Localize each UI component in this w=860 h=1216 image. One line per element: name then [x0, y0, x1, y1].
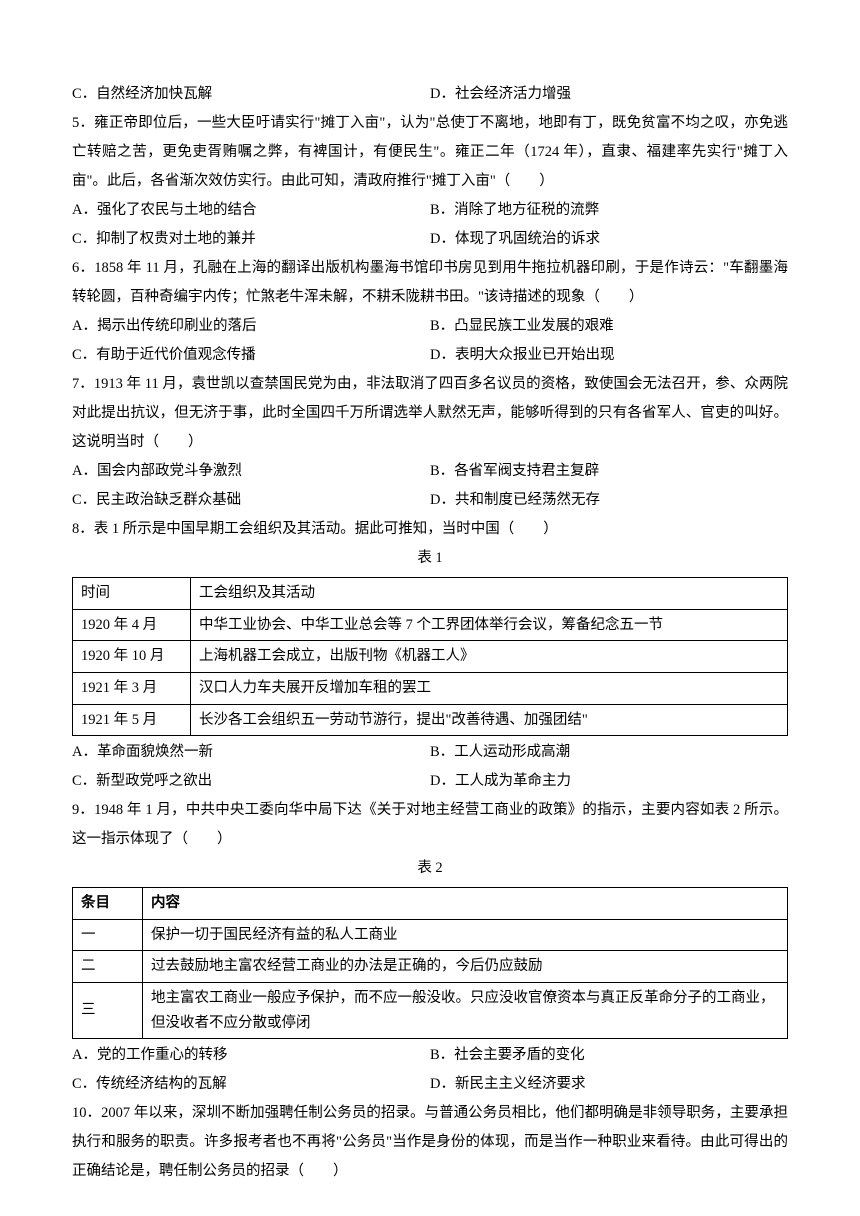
q6-options: A．揭示出传统印刷业的落后 B．凸显民族工业发展的艰难 C．有助于近代价值观念传… [72, 312, 788, 370]
q8-option-c: C．新型政党呼之欲出 [72, 767, 430, 796]
q7-option-a: A．国会内部政党斗争激烈 [72, 457, 430, 486]
q9-option-c: C．传统经济结构的瓦解 [72, 1070, 430, 1099]
q8-r1-c2: 中华工业协会、中华工业总会等 7 个工界团体举行会议，筹备纪念五一节 [191, 609, 788, 641]
q6-option-d: D．表明大众报业已开始出现 [430, 341, 788, 370]
q9-table: 条目 内容 一 保护一切于国民经济有益的私人工商业 二 过去鼓励地主富农经营工商… [72, 887, 788, 1039]
q8-th-time: 时间 [73, 578, 191, 610]
q9-stem: 9．1948 年 1 月，中共中央工委向华中局下达《关于对地主经营工商业的政策》… [72, 796, 788, 854]
q7-option-b: B．各省军阀支持君主复辟 [430, 457, 788, 486]
q4-option-d: D．社会经济活力增强 [430, 80, 788, 109]
q9-r1-c1: 一 [73, 919, 143, 951]
q9-r3-c1: 三 [73, 983, 143, 1039]
q7-option-d: D．共和制度已经荡然无存 [430, 486, 788, 515]
q8-r4-c2: 长沙各工会组织五一劳动节游行，提出"改善待遇、加强团结" [191, 704, 788, 736]
q6-option-c: C．有助于近代价值观念传播 [72, 341, 430, 370]
q8-r2-c2: 上海机器工会成立，出版刊物《机器工人》 [191, 641, 788, 673]
table-row: 1920 年 4 月 中华工业协会、中华工业总会等 7 个工界团体举行会议，筹备… [73, 609, 788, 641]
q9-option-b: B．社会主要矛盾的变化 [430, 1041, 788, 1070]
q10-stem: 10．2007 年以来，深圳不断加强聘任制公务员的招录。与普通公务员相比，他们都… [72, 1099, 788, 1186]
q8-option-b: B．工人运动形成高潮 [430, 738, 788, 767]
table-row: 1921 年 5 月 长沙各工会组织五一劳动节游行，提出"改善待遇、加强团结" [73, 704, 788, 736]
table-row: 三 地主富农工商业一般应予保护，而不应一般没收。只应没收官僚资本与真正反革命分子… [73, 983, 788, 1039]
q9-r3-c2: 地主富农工商业一般应予保护，而不应一般没收。只应没收官僚资本与真正反革命分子的工… [143, 983, 788, 1039]
q6-stem: 6．1858 年 11 月，孔融在上海的翻译出版机构墨海书馆印书房见到用牛拖拉机… [72, 254, 788, 312]
q9-r2-c2: 过去鼓励地主富农经营工商业的办法是正确的，今后仍应鼓励 [143, 951, 788, 983]
q8-r2-c1: 1920 年 10 月 [73, 641, 191, 673]
q9-r1-c2: 保护一切于国民经济有益的私人工商业 [143, 919, 788, 951]
q8-option-a: A．革命面貌焕然一新 [72, 738, 430, 767]
q6-option-b: B．凸显民族工业发展的艰难 [430, 312, 788, 341]
q8-r4-c1: 1921 年 5 月 [73, 704, 191, 736]
q4-option-c: C．自然经济加快瓦解 [72, 80, 430, 109]
q9-options: A．党的工作重心的转移 B．社会主要矛盾的变化 C．传统经济结构的瓦解 D．新民… [72, 1041, 788, 1099]
q9-table-caption: 表 2 [72, 854, 788, 883]
q8-options: A．革命面貌焕然一新 B．工人运动形成高潮 C．新型政党呼之欲出 D．工人成为革… [72, 738, 788, 796]
q9-option-d: D．新民主主义经济要求 [430, 1070, 788, 1099]
q7-options: A．国会内部政党斗争激烈 B．各省军阀支持君主复辟 C．民主政治缺乏群众基础 D… [72, 457, 788, 515]
q9-r2-c1: 二 [73, 951, 143, 983]
q5-option-d: D．体现了巩固统治的诉求 [430, 225, 788, 254]
q6-option-a: A．揭示出传统印刷业的落后 [72, 312, 430, 341]
q7-option-c: C．民主政治缺乏群众基础 [72, 486, 430, 515]
q5-option-a: A．强化了农民与土地的结合 [72, 196, 430, 225]
table-row: 一 保护一切于国民经济有益的私人工商业 [73, 919, 788, 951]
q4-options-partial: C．自然经济加快瓦解 D．社会经济活力增强 [72, 80, 788, 109]
q8-r3-c1: 1921 年 3 月 [73, 672, 191, 704]
q8-th-activity: 工会组织及其活动 [191, 578, 788, 610]
table-row: 1920 年 10 月 上海机器工会成立，出版刊物《机器工人》 [73, 641, 788, 673]
q9-th-content: 内容 [143, 888, 788, 920]
q8-table: 时间 工会组织及其活动 1920 年 4 月 中华工业协会、中华工业总会等 7 … [72, 577, 788, 736]
q5-option-c: C．抑制了权贵对土地的兼并 [72, 225, 430, 254]
q8-r1-c1: 1920 年 4 月 [73, 609, 191, 641]
q9-option-a: A．党的工作重心的转移 [72, 1041, 430, 1070]
q7-stem: 7．1913 年 11 月，袁世凯以查禁国民党为由，非法取消了四百多名议员的资格… [72, 370, 788, 457]
table-row: 1921 年 3 月 汉口人力车夫展开反增加车租的罢工 [73, 672, 788, 704]
table-row: 二 过去鼓励地主富农经营工商业的办法是正确的，今后仍应鼓励 [73, 951, 788, 983]
q8-r3-c2: 汉口人力车夫展开反增加车租的罢工 [191, 672, 788, 704]
q5-options: A．强化了农民与土地的结合 B．消除了地方征税的流弊 C．抑制了权贵对土地的兼并… [72, 196, 788, 254]
q8-option-d: D．工人成为革命主力 [430, 767, 788, 796]
q5-option-b: B．消除了地方征税的流弊 [430, 196, 788, 225]
q8-stem: 8．表 1 所示是中国早期工会组织及其活动。据此可推知，当时中国（ ） [72, 515, 788, 544]
q9-th-item: 条目 [73, 888, 143, 920]
q8-table-caption: 表 1 [72, 544, 788, 573]
q5-stem: 5．雍正帝即位后，一些大臣吁请实行"摊丁入亩"，认为"总使丁不离地，地即有丁，既… [72, 109, 788, 196]
